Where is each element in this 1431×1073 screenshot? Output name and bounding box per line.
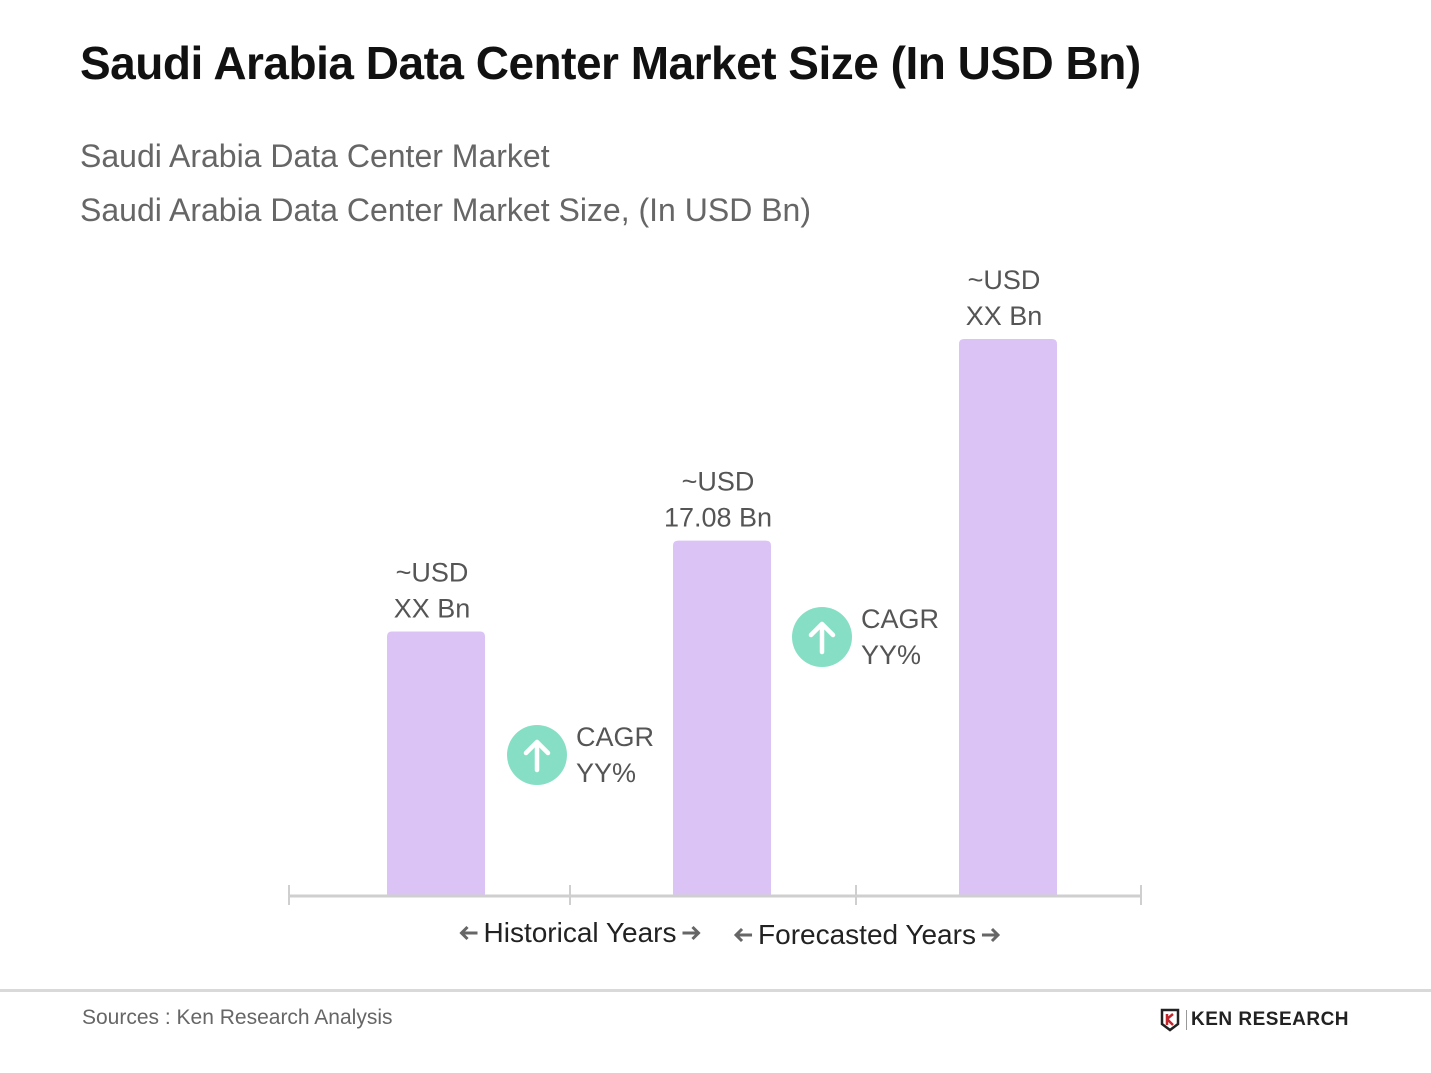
bar-chart: ~USD XX Bn ~USD 17.08 Bn ~USD XX Bn CAGR YY% CAG…: [288, 265, 1142, 950]
bar: [387, 631, 485, 895]
arrow-right-icon: [682, 925, 701, 941]
ken-research-logo: KEN RESEARCH: [1160, 1008, 1349, 1032]
source-note: Sources : Ken Research Analysis: [82, 1006, 393, 1029]
arrow-up-icon: [523, 739, 551, 773]
arrow-left-icon: [733, 927, 753, 943]
chart-title: Saudi Arabia Data Center Market Size (In…: [80, 37, 1141, 89]
cagr-value: YY%: [576, 758, 636, 788]
chart-subtitle: Saudi Arabia Data Center Market: [80, 138, 550, 174]
chart-subtitle-2: Saudi Arabia Data Center Market Size, (I…: [80, 192, 811, 228]
cagr-value: YY%: [861, 640, 921, 670]
data-label: XX Bn: [394, 594, 471, 624]
data-label: 17.08 Bn: [664, 503, 772, 533]
arrow-up-icon: [808, 621, 836, 655]
data-label: XX Bn: [966, 301, 1043, 331]
data-label: ~USD: [682, 467, 755, 497]
bar: [673, 540, 771, 895]
data-label: ~USD: [396, 558, 469, 588]
period-label: Forecasted Years: [758, 919, 976, 950]
cagr-label: CAGR: [576, 722, 654, 752]
cagr-label: CAGR: [861, 604, 939, 634]
footer-divider: [0, 989, 1431, 992]
period-label: Historical Years: [484, 917, 677, 948]
bar: [959, 339, 1057, 895]
arrow-left-icon: [459, 925, 478, 941]
data-label: ~USD: [968, 265, 1041, 295]
logo-text: KEN RESEARCH: [1191, 1009, 1350, 1030]
ken-logo-icon: [1160, 1008, 1180, 1032]
arrow-right-icon: [981, 927, 1001, 943]
